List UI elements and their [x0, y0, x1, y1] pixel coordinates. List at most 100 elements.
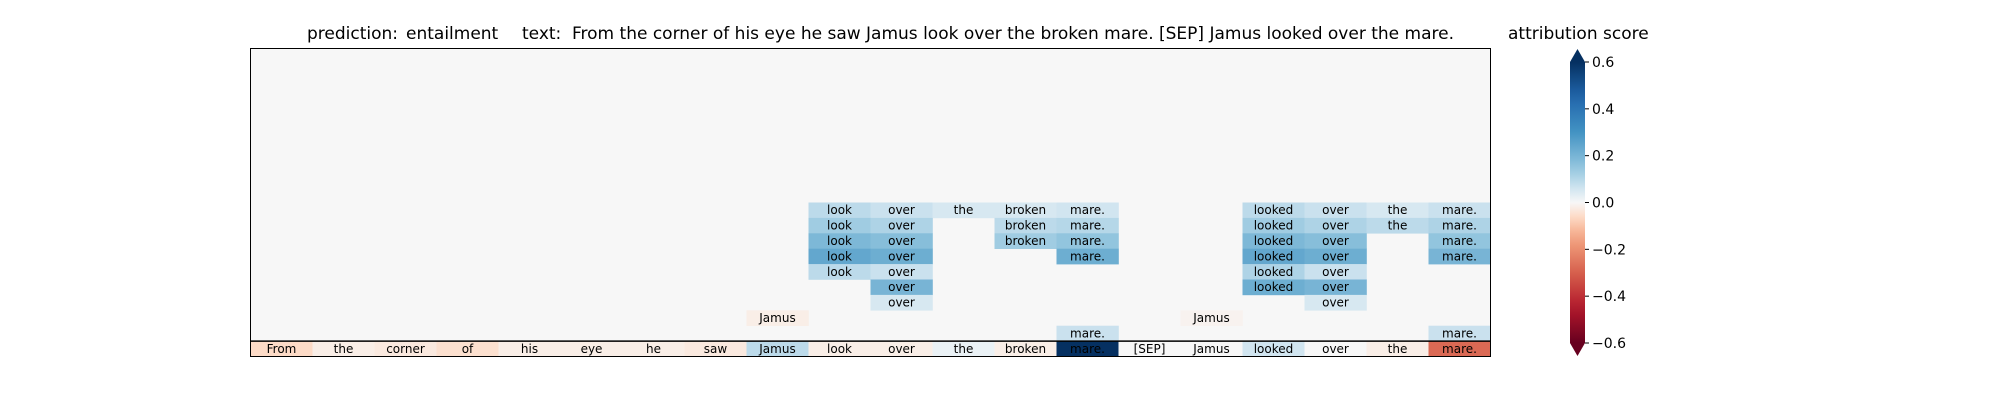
heatmap-cell	[994, 217, 1057, 234]
base-token-cell	[622, 341, 685, 357]
heatmap-cell-token: mare.	[1442, 203, 1477, 217]
heatmap-cell	[870, 202, 933, 219]
base-token-label: From	[267, 342, 297, 356]
base-token-cell	[808, 341, 871, 357]
base-token-label: he	[646, 342, 661, 356]
base-token-label: of	[462, 342, 474, 356]
heatmap-plot: look over the broken mare. looked over the mare.…	[250, 48, 1491, 357]
heatmap-cell	[1056, 233, 1119, 249]
heatmap-cell	[1366, 202, 1429, 219]
heatmap-cell-token: over	[1322, 265, 1349, 279]
base-token-label: eye	[581, 342, 603, 356]
base-token-label: [SEP]	[1134, 342, 1166, 356]
heatmap-cell-token: mare.	[1442, 326, 1477, 340]
heatmap-cell	[870, 264, 933, 280]
heatmap-cell-token: look	[827, 219, 852, 233]
heatmap-cells: look over the broken mare. looked over the mare.…	[250, 202, 1491, 357]
colorbar-tick-label: 0.6	[1592, 55, 1614, 71]
heatmap-cell	[1428, 202, 1491, 219]
base-token-label: Jamus	[758, 342, 795, 356]
base-token-cell	[1304, 341, 1367, 357]
heatmap-cell-token: Jamus	[758, 311, 795, 325]
base-token-cell	[1118, 341, 1181, 357]
heatmap-cell-token: broken	[1005, 203, 1046, 217]
heatmap-cell	[870, 294, 933, 311]
heatmap-cell-token: the	[1388, 219, 1408, 233]
heatmap-cell-token: mare.	[1442, 219, 1477, 233]
heatmap-cell	[1428, 325, 1491, 342]
heatmap-cell	[994, 233, 1057, 249]
colorbar-tick-label: 0.4	[1592, 102, 1614, 118]
colorbar-tick-label: 0.0	[1592, 196, 1614, 212]
base-token-label: his	[521, 342, 538, 356]
heatmap-cell	[932, 202, 995, 219]
heatmap-cell-token: over	[1322, 280, 1349, 294]
base-token-cell	[870, 341, 933, 357]
text-label: text:	[522, 24, 561, 44]
heatmap-cell-token: over	[888, 296, 915, 310]
heatmap-cell	[1304, 248, 1367, 265]
heatmap-cell	[808, 233, 871, 249]
base-token-label: saw	[704, 342, 728, 356]
heatmap-cell-token: mare.	[1442, 249, 1477, 263]
base-token-cell	[994, 341, 1057, 357]
heatmap-cell	[1242, 202, 1305, 219]
heatmap-cell	[1180, 310, 1243, 326]
heatmap-cell-token: looked	[1254, 280, 1294, 294]
base-token-cell	[1428, 341, 1491, 357]
heatmap-cell	[1242, 264, 1305, 280]
base-token-label: broken	[1005, 342, 1046, 356]
heatmap-cell-token: over	[888, 280, 915, 294]
heatmap-cell-token: mare.	[1070, 249, 1105, 263]
heatmap-cell	[870, 279, 933, 296]
heatmap-cell	[746, 310, 809, 326]
base-token-label: mare.	[1442, 342, 1477, 356]
heatmap-cell-token: over	[888, 234, 915, 248]
heatmap-cell	[808, 202, 871, 219]
heatmap-cell	[1056, 248, 1119, 265]
heatmap-cell	[1428, 248, 1491, 265]
heatmap-cell-token: looked	[1254, 219, 1294, 233]
base-token-label: Jamus	[1192, 342, 1229, 356]
base-token-cell	[1242, 341, 1305, 357]
base-token-label: look	[827, 342, 852, 356]
base-token-cell	[436, 341, 499, 357]
colorbar-tick-label: −0.6	[1592, 336, 1626, 352]
colorbar-tick-label: 0.2	[1592, 149, 1614, 165]
heatmap-cell-token: mare.	[1070, 234, 1105, 248]
heatmap-cell	[870, 217, 933, 234]
heatmap-cell	[808, 248, 871, 265]
heatmap-cell-token: looked	[1254, 203, 1294, 217]
base-token-cell	[684, 341, 747, 357]
heatmap-cell-token: mare.	[1070, 326, 1105, 340]
heatmap-cell-token: mare.	[1442, 234, 1477, 248]
heatmap-cell-token: over	[888, 265, 915, 279]
heatmap-cell	[1056, 325, 1119, 342]
heatmap-cell-token: over	[1322, 249, 1349, 263]
heatmap-cell-token: broken	[1005, 219, 1046, 233]
heatmap-cell	[1056, 217, 1119, 234]
heatmap-cell-token: over	[888, 249, 915, 263]
heatmap-cell	[1304, 202, 1367, 219]
heatmap-cell	[1242, 279, 1305, 296]
base-token-label: over	[888, 342, 915, 356]
heatmap-cell-token: looked	[1254, 234, 1294, 248]
heatmap-cell	[1366, 217, 1429, 234]
heatmap-cell	[1304, 264, 1367, 280]
heatmap-cell	[1242, 248, 1305, 265]
base-token-cell	[498, 341, 561, 357]
colorbar-tick-label: −0.2	[1592, 242, 1626, 258]
base-token-cell	[250, 341, 313, 357]
base-token-label: over	[1322, 342, 1349, 356]
heatmap-cell-token: over	[1322, 203, 1349, 217]
heatmap-cell	[870, 248, 933, 265]
base-token-cell	[746, 341, 809, 357]
base-token-label: looked	[1254, 342, 1294, 356]
heatmap-cell	[1304, 294, 1367, 311]
heatmap-cell	[1242, 233, 1305, 249]
prediction-value: entailment	[406, 24, 499, 44]
heatmap-cell	[994, 202, 1057, 219]
base-token-label: the	[954, 342, 974, 356]
heatmap-cell	[1428, 217, 1491, 234]
colorbar-tick-label: −0.4	[1592, 289, 1626, 305]
